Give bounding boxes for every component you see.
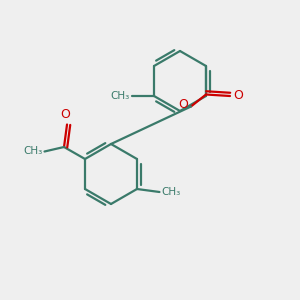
- Text: CH₃: CH₃: [161, 187, 180, 197]
- Text: CH₃: CH₃: [24, 146, 43, 157]
- Text: O: O: [61, 108, 70, 121]
- Text: CH₃: CH₃: [111, 91, 130, 101]
- Text: O: O: [178, 98, 188, 112]
- Text: O: O: [234, 89, 244, 102]
